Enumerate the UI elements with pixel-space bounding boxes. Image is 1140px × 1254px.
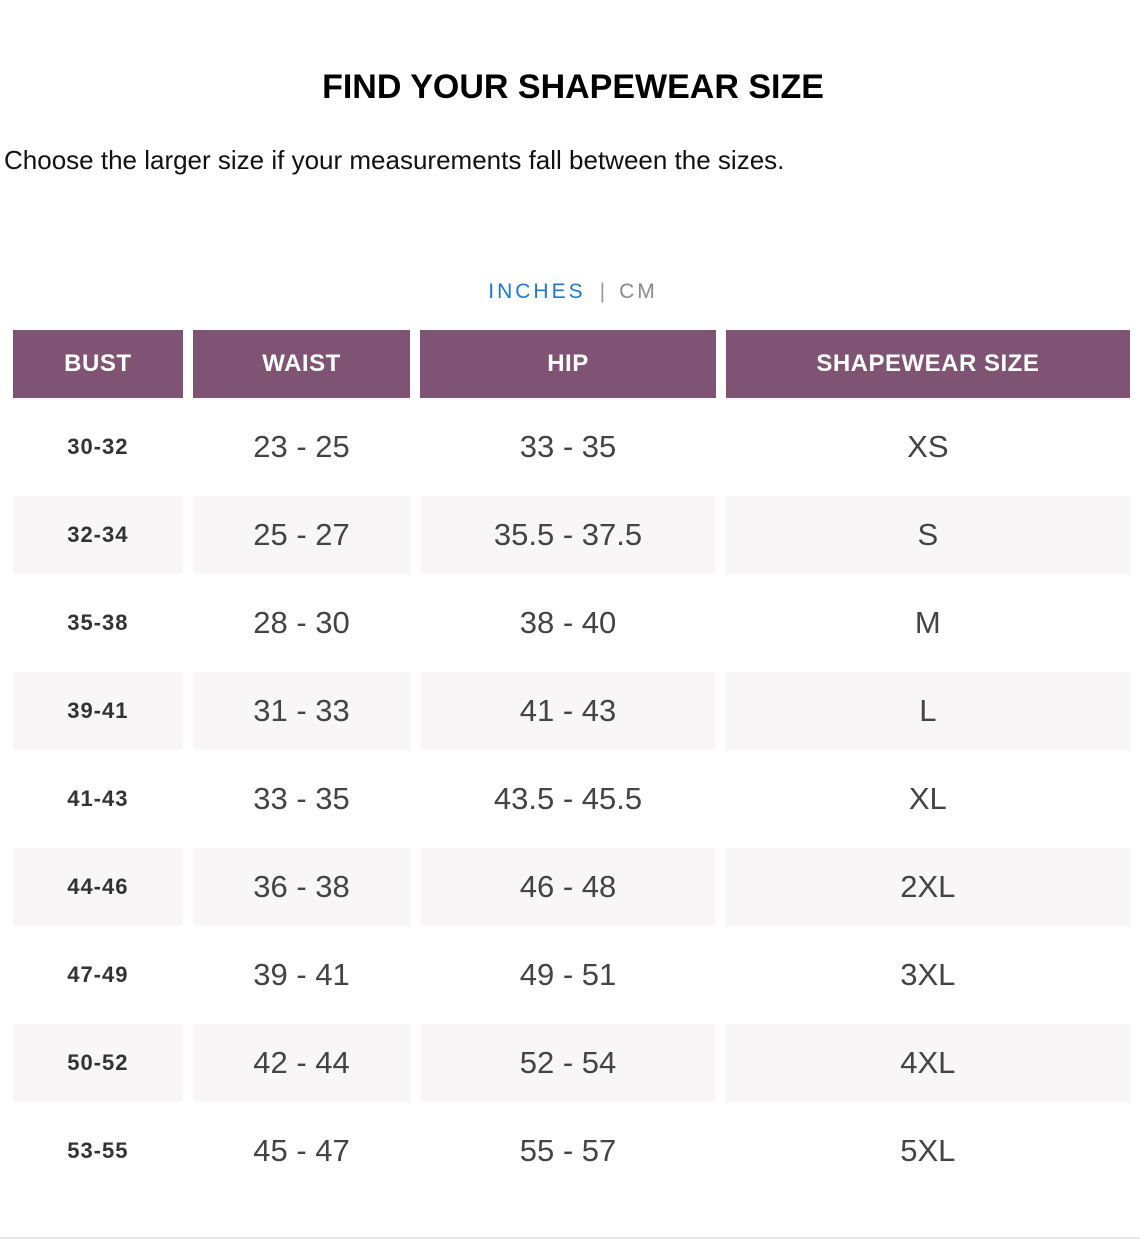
table-row: 47-49 39 - 41 49 - 51 3XL [13, 936, 1130, 1014]
waist-cell: 39 - 41 [253, 957, 350, 992]
header-waist: WAIST [192, 330, 411, 398]
hip-cell: 52 - 54 [420, 1024, 716, 1102]
unit-cm-tab[interactable]: CM [619, 280, 658, 303]
table-row: 50-52 42 - 44 52 - 54 4XL [13, 1024, 1130, 1102]
size-cell: XL [908, 781, 947, 816]
hip-cell: 38 - 40 [519, 605, 617, 640]
size-cell: L [725, 672, 1130, 750]
size-chart-table: BUST WAIST HIP SHAPEWEAR SIZE 30-32 23 - … [3, 320, 1140, 1200]
bust-cell: 32-34 [13, 496, 183, 574]
table-header-row: BUST WAIST HIP SHAPEWEAR SIZE [13, 330, 1130, 398]
table-row: 35-38 28 - 30 38 - 40 M [13, 584, 1130, 662]
waist-cell: 45 - 47 [253, 1133, 350, 1168]
table-row: 32-34 25 - 27 35.5 - 37.5 S [13, 496, 1130, 574]
header-shapewear-size: SHAPEWEAR SIZE [725, 330, 1130, 398]
bust-cell: 30-32 [67, 434, 129, 459]
table-row: 30-32 23 - 25 33 - 35 XS [13, 408, 1130, 486]
divider [0, 1237, 1140, 1239]
hip-cell: 41 - 43 [420, 672, 716, 750]
size-cell: 4XL [725, 1024, 1130, 1102]
unit-toggle: INCHES | CM [0, 280, 1140, 304]
table-row: 53-55 45 - 47 55 - 57 5XL [13, 1112, 1130, 1190]
bust-cell: 35-38 [67, 610, 129, 635]
waist-cell: 23 - 25 [253, 429, 350, 464]
size-cell: S [725, 496, 1130, 574]
size-cell: M [914, 605, 941, 640]
table-row: 41-43 33 - 35 43.5 - 45.5 XL [13, 760, 1130, 838]
size-cell: 2XL [725, 848, 1130, 926]
unit-separator: | [599, 280, 606, 303]
bust-cell: 39-41 [13, 672, 183, 750]
bust-cell: 47-49 [67, 962, 129, 987]
hip-cell: 43.5 - 45.5 [493, 781, 643, 816]
waist-cell: 28 - 30 [253, 605, 350, 640]
table-row: 39-41 31 - 33 41 - 43 L [13, 672, 1130, 750]
hip-cell: 46 - 48 [420, 848, 716, 926]
hip-cell: 33 - 35 [519, 429, 617, 464]
waist-cell: 42 - 44 [192, 1024, 411, 1102]
waist-cell: 33 - 35 [253, 781, 350, 816]
size-cell: XS [907, 429, 949, 464]
header-bust: BUST [13, 330, 183, 398]
hip-cell: 55 - 57 [519, 1133, 617, 1168]
size-instructions: Choose the larger size if your measureme… [4, 145, 785, 175]
size-cell: 5XL [900, 1133, 956, 1168]
waist-cell: 25 - 27 [192, 496, 411, 574]
waist-cell: 36 - 38 [192, 848, 411, 926]
page-title: FIND YOUR SHAPEWEAR SIZE [322, 68, 824, 106]
bust-cell: 50-52 [13, 1024, 183, 1102]
bust-cell: 44-46 [13, 848, 183, 926]
table-row: 44-46 36 - 38 46 - 48 2XL [13, 848, 1130, 926]
waist-cell: 31 - 33 [192, 672, 411, 750]
bust-cell: 41-43 [67, 786, 129, 811]
hip-cell: 35.5 - 37.5 [420, 496, 716, 574]
size-cell: 3XL [900, 957, 956, 992]
unit-inches-tab[interactable]: INCHES [488, 280, 586, 303]
header-hip: HIP [420, 330, 716, 398]
hip-cell: 49 - 51 [519, 957, 617, 992]
bust-cell: 53-55 [67, 1138, 129, 1163]
